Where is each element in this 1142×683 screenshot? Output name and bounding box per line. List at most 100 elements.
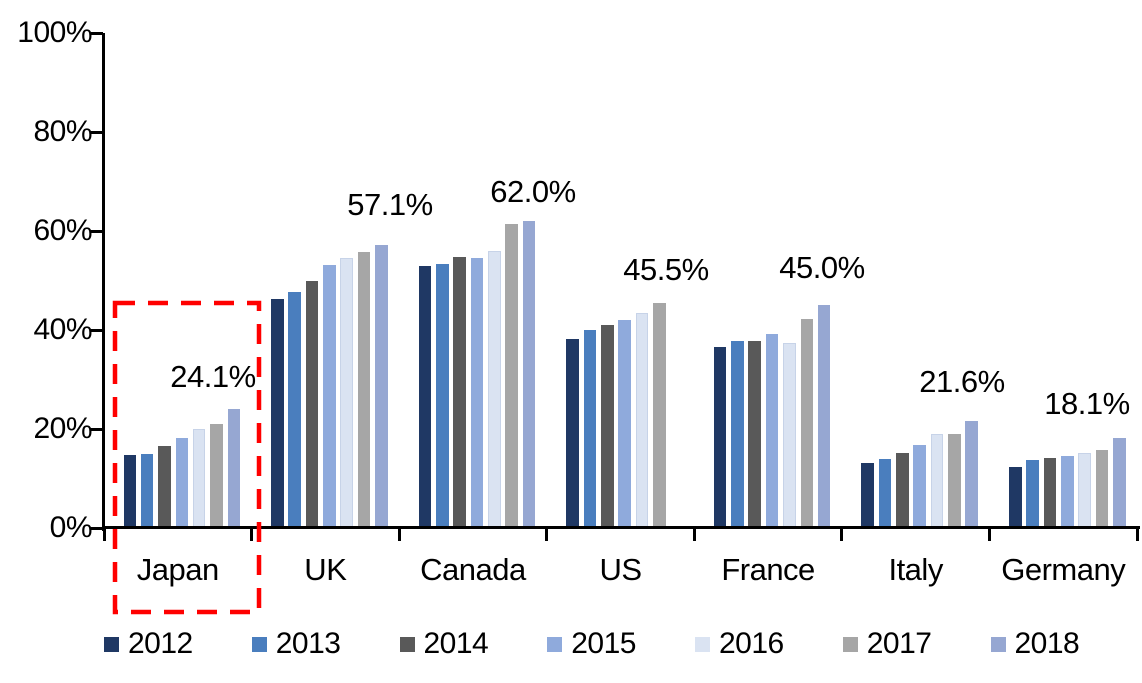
bar-germany-2018 <box>1113 438 1126 528</box>
y-axis-label-100-: 100% <box>17 16 92 49</box>
bar-canada-2014 <box>453 257 466 528</box>
bar-uk-2016 <box>340 258 354 528</box>
bar-us-2013 <box>583 330 597 528</box>
y-tick-60- <box>91 229 103 233</box>
category-label-france: France <box>721 552 815 587</box>
y-tick-20- <box>91 427 103 431</box>
data-label-france: 45.0% <box>779 250 865 285</box>
category-label-japan: Japan <box>136 552 219 587</box>
legend-item-2017: 2017 <box>842 627 932 660</box>
legend-swatch-2018 <box>990 636 1006 652</box>
bar-uk-2012 <box>271 299 284 528</box>
legend-swatch-2015 <box>547 636 563 652</box>
bar-italy-2013 <box>878 458 892 528</box>
legend-label-2013: 2013 <box>275 627 341 660</box>
bar-us-2014 <box>600 325 614 528</box>
data-label-germany: 18.1% <box>1044 386 1130 421</box>
data-label-uk: 57.1% <box>347 187 433 222</box>
data-label-japan: 24.1% <box>170 359 256 394</box>
legend-label-2015: 2015 <box>571 627 636 660</box>
bar-germany-2014 <box>1043 457 1057 528</box>
bar-uk-2015 <box>323 264 336 528</box>
y-axis-label-0-: 0% <box>49 511 93 544</box>
bar-canada-2018 <box>522 221 536 528</box>
x-axis-line <box>102 526 1140 529</box>
x-tick-1 <box>250 528 254 541</box>
y-tick-80- <box>91 130 103 134</box>
data-label-italy: 21.6% <box>919 364 1005 399</box>
legend-label-2018: 2018 <box>1014 627 1080 660</box>
bar-canada-2012 <box>418 265 432 528</box>
bar-japan-2013 <box>140 453 154 528</box>
bar-germany-2012 <box>1008 467 1022 528</box>
x-tick-7 <box>1135 528 1139 541</box>
bar-uk-2013 <box>288 292 301 528</box>
bar-canada-2016 <box>488 250 501 528</box>
bar-japan-2012 <box>123 455 137 528</box>
legend-swatch-2012 <box>104 636 119 652</box>
y-axis-label-80-: 80% <box>33 115 92 148</box>
bar-france-2014 <box>748 341 762 528</box>
y-axis-line <box>102 33 105 531</box>
bar-france-2013 <box>731 341 744 528</box>
bar-italy-2018 <box>965 421 979 528</box>
bar-us-2017 <box>652 302 666 528</box>
category-label-canada: Canada <box>420 552 526 587</box>
y-tick-100- <box>91 31 103 35</box>
bar-italy-2015 <box>913 445 926 528</box>
y-tick-0- <box>91 526 103 530</box>
legend-item-2012: 2012 <box>104 629 193 659</box>
legend: 2012 2013 2014 2015 2016 2017 2018 <box>104 627 1132 661</box>
bar-germany-2016 <box>1078 452 1091 528</box>
bar-japan-2015 <box>175 437 189 528</box>
category-label-germany: Germany <box>1001 552 1126 587</box>
y-axis-label-60-: 60% <box>33 214 92 247</box>
bar-france-2017 <box>800 318 814 528</box>
y-tick-40- <box>91 328 103 332</box>
legend-label-2017: 2017 <box>866 627 932 660</box>
x-tick-4 <box>692 528 696 541</box>
bar-uk-2017 <box>357 252 371 528</box>
bar-france-2018 <box>817 305 831 528</box>
x-tick-3 <box>545 528 549 541</box>
bar-germany-2017 <box>1095 450 1109 528</box>
bar-canada-2013 <box>435 263 449 528</box>
bar-us-2015 <box>618 320 631 528</box>
legend-item-2014: 2014 <box>399 629 489 659</box>
bar-italy-2012 <box>861 462 874 528</box>
bar-france-2015 <box>765 333 779 528</box>
category-label-us: US <box>599 552 642 587</box>
category-label-italy: Italy <box>888 552 943 587</box>
bar-germany-2013 <box>1026 459 1039 528</box>
bar-uk-2018 <box>375 245 388 528</box>
legend-swatch-2013 <box>251 636 267 652</box>
legend-label-2012: 2012 <box>128 627 193 660</box>
bar-japan-2016 <box>192 428 206 528</box>
bar-france-2016 <box>783 343 796 528</box>
bar-japan-2017 <box>210 424 223 528</box>
bar-japan-2014 <box>158 445 171 528</box>
bar-germany-2015 <box>1060 456 1074 528</box>
category-label-uk: UK <box>304 552 347 587</box>
x-tick-6 <box>987 528 991 541</box>
x-tick-5 <box>840 528 844 541</box>
bar-us-2012 <box>566 338 579 528</box>
y-axis-label-20-: 20% <box>33 412 92 445</box>
legend-item-2015: 2015 <box>547 629 636 659</box>
bar-france-2012 <box>713 347 727 528</box>
legend-label-2016: 2016 <box>719 627 784 660</box>
bar-canada-2015 <box>470 258 484 528</box>
bar-uk-2014 <box>305 281 319 528</box>
y-axis-label-40-: 40% <box>33 313 92 346</box>
legend-item-2016: 2016 <box>695 629 784 659</box>
bar-us-2016 <box>635 312 649 528</box>
legend-swatch-2016 <box>695 636 710 652</box>
legend-item-2018: 2018 <box>990 627 1080 660</box>
data-label-canada: 62.0% <box>490 174 576 209</box>
bar-japan-2018 <box>227 408 241 528</box>
x-tick-2 <box>397 528 401 541</box>
x-tick-0 <box>102 528 106 541</box>
legend-item-2013: 2013 <box>251 627 341 660</box>
bar-italy-2017 <box>948 433 961 528</box>
